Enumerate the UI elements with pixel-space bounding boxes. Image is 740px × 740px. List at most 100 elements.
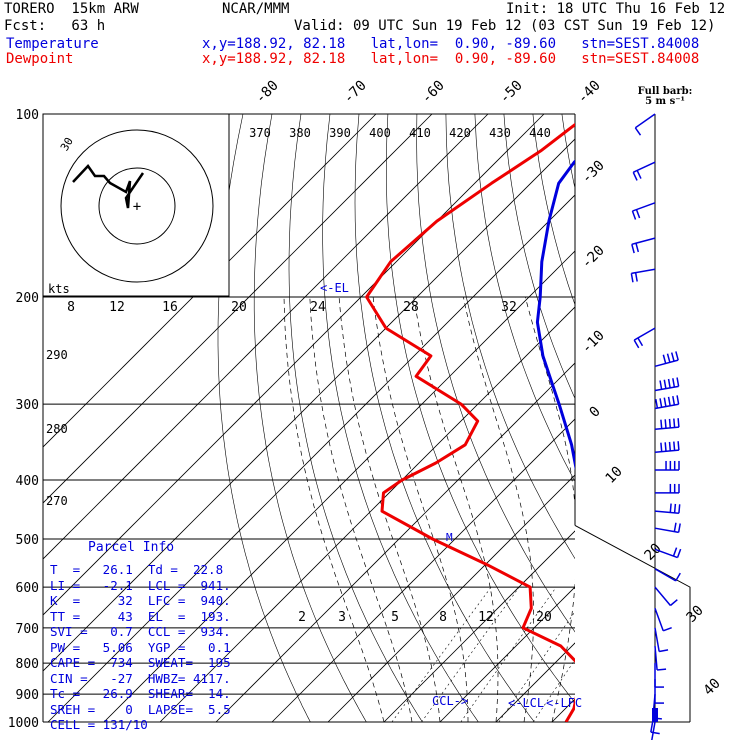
wind-barb-shaft xyxy=(654,359,679,368)
wind-barb-flag xyxy=(636,170,642,179)
wind-barb-flag xyxy=(666,353,671,363)
parcel-info-row: PW = 5.06 YGP = 0.1 xyxy=(50,639,231,655)
isotherm-line xyxy=(43,138,575,672)
init-time: Init: 18 UTC Thu 16 Feb 12 xyxy=(506,1,726,17)
isotherm-label: -20 xyxy=(579,243,608,272)
isotherm-line xyxy=(103,250,575,722)
moist-adiabat xyxy=(608,297,696,722)
wind-barb-shaft xyxy=(654,627,660,652)
wind-barb-shaft xyxy=(654,527,679,534)
isotherm-label: 40 xyxy=(701,676,724,699)
isotherm-label: -80 xyxy=(253,78,282,107)
wind-barb-flag xyxy=(633,339,640,349)
wind-barb-flag xyxy=(672,547,678,557)
wind-barb-flag xyxy=(669,599,678,607)
pressure-tick-label: 500 xyxy=(16,533,39,548)
isotherm-label: -70 xyxy=(341,78,370,107)
wind-barb-shaft xyxy=(654,586,672,606)
moist-adiabat xyxy=(338,296,441,722)
wind-barb-flag xyxy=(659,398,663,408)
wind-barb-flag xyxy=(677,441,680,451)
parcel-info-row: SREH = 0 LAPSE= 5.5 xyxy=(50,701,231,717)
mixing-ratio-label: 12 xyxy=(478,610,494,625)
wind-barb-flag xyxy=(662,627,672,632)
isotherm-line xyxy=(43,114,377,448)
pressure-tick-label: 400 xyxy=(16,474,39,489)
theta-label: 270 xyxy=(46,494,68,508)
isotherm-label: -60 xyxy=(419,78,448,107)
wind-barb-flag xyxy=(668,441,672,451)
dry-adiabat xyxy=(678,114,740,722)
isotherm-line xyxy=(327,474,575,722)
dry-adiabat xyxy=(288,114,423,722)
dewpoint-legend: Dewpoint xyxy=(6,51,74,67)
isotherm-label: -50 xyxy=(497,78,526,107)
wind-barb-flag xyxy=(632,171,638,181)
pressure-tick-label: 300 xyxy=(16,398,39,413)
moist-adiabat xyxy=(309,296,413,722)
lfc-marker: <-LFC xyxy=(546,696,582,710)
isotherm-line xyxy=(551,698,575,722)
isotherm-label: 30 xyxy=(684,603,707,626)
isotherm-line xyxy=(608,114,740,722)
isotherm-line xyxy=(271,418,575,722)
wind-barbs xyxy=(630,113,682,740)
hodograph-center: + xyxy=(133,199,141,215)
moist-adiabat xyxy=(524,296,575,722)
isotherm-line xyxy=(439,586,575,722)
parcel-info-title: Parcel Info xyxy=(88,540,175,555)
wind-barb-shaft xyxy=(654,449,679,453)
parcel-info-row: CELL = 131/10 xyxy=(50,717,148,732)
moist-adiabat xyxy=(580,297,630,722)
isotherm-line xyxy=(47,194,575,722)
wind-barb-flag xyxy=(670,352,675,362)
wind-barb-flag xyxy=(667,396,671,406)
isotherm-label: -30 xyxy=(579,158,608,187)
wind-barb-shaft xyxy=(654,568,677,582)
m-marker: M xyxy=(446,531,453,544)
wind-barb-shaft xyxy=(654,607,664,632)
mixing-ratio-label: 3 xyxy=(338,610,346,625)
ccl-marker: CCL-> xyxy=(432,694,468,708)
theta-label: 400 xyxy=(369,126,391,140)
full-barb-label: Full barb: xyxy=(637,86,693,97)
parcel-info-row: CAPE = 734 SWEAT= 195 xyxy=(50,655,231,670)
speed-axis-label: 16 xyxy=(162,300,178,315)
mixing-ratio-label: 5 xyxy=(391,610,399,625)
dry-adiabat xyxy=(561,114,575,190)
temperature-profile xyxy=(535,159,575,471)
wind-barb-shaft xyxy=(654,403,679,410)
el-marker: <-EL xyxy=(320,281,349,295)
parcel-info-row: CIN = -27 HWBZ= 4117. xyxy=(50,670,231,686)
wind-barb-flag xyxy=(650,731,660,735)
wind-barb-flag xyxy=(631,210,637,220)
pressure-tick-label: 100 xyxy=(16,108,39,123)
moist-adiabat xyxy=(372,296,469,722)
frame-right-slant xyxy=(574,524,691,722)
wind-barb-flag xyxy=(630,273,634,283)
theta-label: 430 xyxy=(489,126,511,140)
dry-adiabat xyxy=(503,114,575,400)
theta-label: 280 xyxy=(46,422,68,436)
parcel-info-row: K = 32 LFC = 940. xyxy=(50,593,231,608)
speed-axis-label: 8 xyxy=(67,300,75,315)
speed-axis-label: 32 xyxy=(501,300,517,315)
hodograph-units: kts xyxy=(48,282,70,296)
dry-adiabat xyxy=(385,114,575,704)
wind-barb-shaft xyxy=(654,645,658,671)
wind-barb-flag xyxy=(660,419,663,429)
dry-adiabat xyxy=(445,114,575,560)
dry-adiabat xyxy=(217,114,311,722)
dry-adiabat xyxy=(620,114,740,722)
isotherm-label: 10 xyxy=(603,464,626,487)
hodograph-trace xyxy=(72,164,145,209)
hodograph: +30 kts xyxy=(42,113,230,297)
wind-barb-flag xyxy=(667,378,671,389)
wind-barb-flag xyxy=(669,503,672,513)
wind-barb-flag xyxy=(655,399,659,409)
isotherm-line xyxy=(664,114,740,722)
wind-barb-flag xyxy=(673,441,676,451)
isotherm-line xyxy=(383,530,575,722)
isotherm-line xyxy=(43,114,433,504)
isotherm-label: -40 xyxy=(575,78,604,107)
